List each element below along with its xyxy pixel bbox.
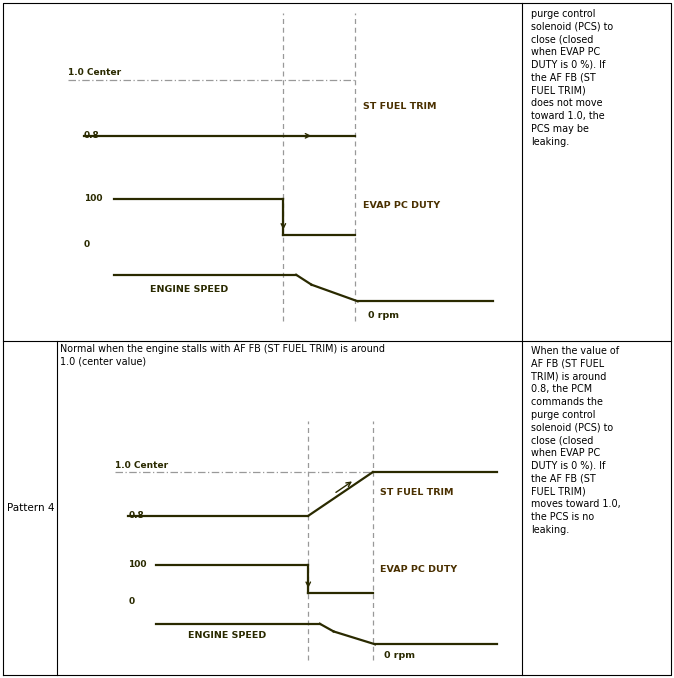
Text: EVAP PC DUTY: EVAP PC DUTY xyxy=(363,201,440,210)
Text: ENGINE SPEED: ENGINE SPEED xyxy=(150,285,228,294)
Text: 0.8: 0.8 xyxy=(84,132,99,140)
Text: 100: 100 xyxy=(129,560,147,569)
Text: When the value of
AF FB (ST FUEL
TRIM) is around
0.8, the PCM
commands the
purge: When the value of AF FB (ST FUEL TRIM) i… xyxy=(531,346,621,535)
Text: Normal when the engine stalls with AF FB (ST FUEL TRIM) is around
1.0 (center va: Normal when the engine stalls with AF FB… xyxy=(60,344,385,366)
Text: 100: 100 xyxy=(84,194,102,203)
Text: 1.0 Center: 1.0 Center xyxy=(68,68,121,77)
Text: ST FUEL TRIM: ST FUEL TRIM xyxy=(363,102,436,111)
Text: 0: 0 xyxy=(84,240,90,249)
Text: 0 rpm: 0 rpm xyxy=(384,651,415,660)
Text: ENGINE SPEED: ENGINE SPEED xyxy=(189,631,267,640)
Text: 0 rpm: 0 rpm xyxy=(368,311,399,319)
Text: Pattern 4: Pattern 4 xyxy=(7,503,54,513)
Text: purge control
solenoid (PCS) to
close (closed
when EVAP PC
DUTY is 0 %). If
the : purge control solenoid (PCS) to close (c… xyxy=(531,9,614,146)
Text: 0: 0 xyxy=(129,597,135,605)
Text: 0.8: 0.8 xyxy=(129,511,144,520)
Text: EVAP PC DUTY: EVAP PC DUTY xyxy=(379,565,457,574)
Text: 1.0 Center: 1.0 Center xyxy=(115,461,168,470)
Text: ST FUEL TRIM: ST FUEL TRIM xyxy=(379,488,453,497)
